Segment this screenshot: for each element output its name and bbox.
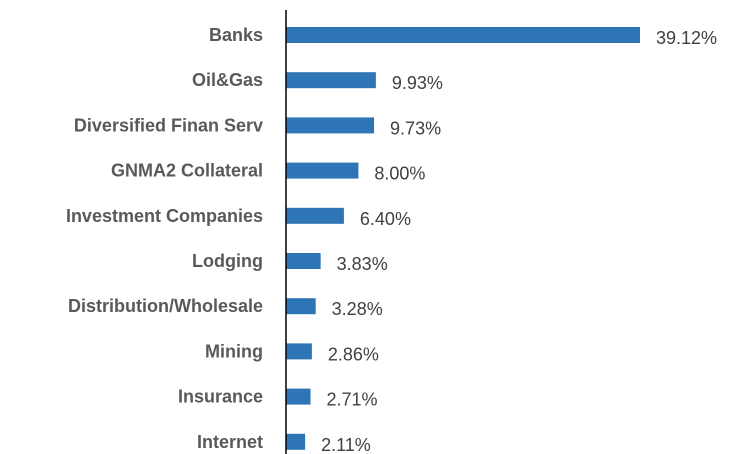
bar bbox=[286, 162, 359, 179]
value-label: 3.83% bbox=[337, 254, 388, 274]
bar bbox=[286, 343, 312, 360]
bar bbox=[286, 253, 321, 269]
category-label: Mining bbox=[205, 341, 263, 361]
category-label: Distribution/Wholesale bbox=[68, 296, 263, 316]
value-label: 6.40% bbox=[360, 209, 411, 229]
category-label: Investment Companies bbox=[66, 206, 263, 226]
category-labels-layer: Banks Oil&Gas Diversified Finan Serv GNMA2 … bbox=[66, 25, 263, 452]
category-label: Lodging bbox=[192, 251, 263, 271]
bar bbox=[286, 72, 376, 89]
value-label: 9.93% bbox=[392, 73, 443, 93]
category-label: Banks bbox=[209, 25, 263, 45]
value-label: 2.86% bbox=[328, 344, 379, 364]
value-label: 39.12% bbox=[656, 28, 717, 48]
value-label: 8.00% bbox=[374, 164, 425, 184]
category-label: GNMA2 Collateral bbox=[111, 161, 263, 181]
category-label: Oil&Gas bbox=[192, 70, 263, 90]
bar bbox=[286, 207, 344, 224]
bar bbox=[286, 298, 316, 315]
bars-layer bbox=[286, 27, 640, 450]
bar bbox=[286, 117, 375, 134]
bar bbox=[286, 433, 306, 450]
bar bbox=[286, 388, 311, 405]
value-label: 3.28% bbox=[332, 299, 383, 319]
value-label: 2.11% bbox=[321, 435, 371, 454]
value-label: 2.71% bbox=[327, 390, 378, 410]
bar bbox=[286, 27, 640, 43]
category-label: Insurance bbox=[178, 387, 263, 407]
value-labels-layer: 39.12% 9.93% 9.73% 8.00% 6.40% 3.83% 3.28% 2.86… bbox=[321, 28, 717, 454]
category-label: Internet bbox=[197, 432, 263, 452]
value-label: 9.73% bbox=[390, 118, 441, 138]
category-label: Diversified Finan Serv bbox=[74, 115, 263, 135]
